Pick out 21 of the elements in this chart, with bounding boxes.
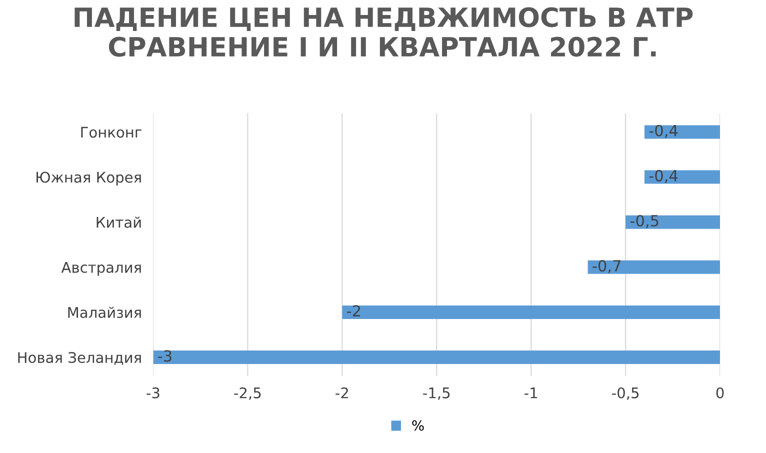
data-label: -0,7 xyxy=(592,260,620,274)
data-label: -0,4 xyxy=(649,124,678,138)
x-tick-label: -3 xyxy=(146,387,160,398)
x-tick-label: -1,5 xyxy=(423,388,450,400)
y-tick-label: Южная Корея xyxy=(36,172,141,186)
data-label: -3 xyxy=(158,350,172,362)
y-tick-label: Малайзия xyxy=(68,306,141,318)
x-tick-label: -1 xyxy=(524,388,538,398)
y-tick-label: Австралия xyxy=(61,262,141,276)
y-tick-label: Китай xyxy=(96,216,141,228)
x-tick-label: -2 xyxy=(336,387,348,398)
x-tick-label: -2,5 xyxy=(234,387,261,400)
x-tick-label: 0 xyxy=(716,387,724,398)
y-tick-label: Новая Зеландия xyxy=(18,352,141,365)
chart-title: ПАДЕНИЕ ЦЕН НА НЕДВЖИМОСТЬ В АТР СРАВНЕНИЕ I И II КВАРТАЛА 2022 Г. xyxy=(74,7,693,57)
legend-label: % xyxy=(412,420,424,431)
data-label: -0,5 xyxy=(630,214,658,228)
x-tick-label: -0,5 xyxy=(612,387,639,400)
y-tick-label: Гонконг xyxy=(81,126,142,138)
data-label: -2 xyxy=(347,305,360,316)
data-label: -0,4 xyxy=(649,170,678,184)
